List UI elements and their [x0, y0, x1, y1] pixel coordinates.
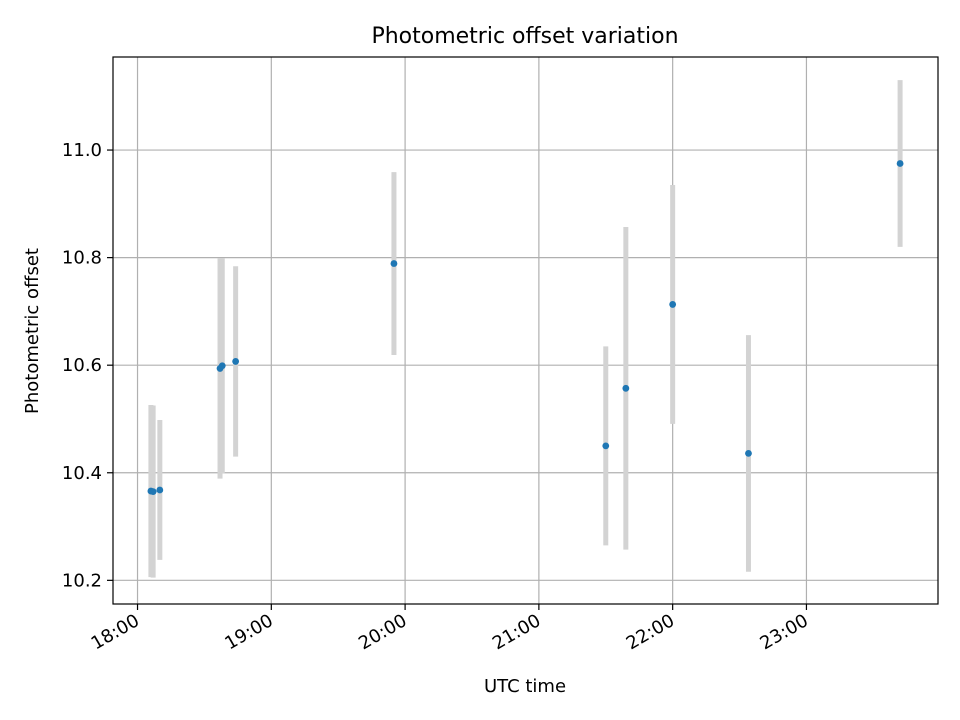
y-tick-label: 10.2: [62, 570, 102, 591]
data-point: [622, 384, 630, 392]
data-point: [669, 301, 677, 308]
x-tick-label: 18:00: [88, 610, 143, 654]
y-tick-label: 10.8: [62, 248, 102, 269]
x-axis-label: UTC time: [484, 676, 566, 697]
data-point: [218, 362, 226, 370]
data-point: [745, 450, 752, 457]
tick-layer: 18:00 19:00 20:00 21:00 22:00 23:00 10.2 10.4 10…: [62, 140, 812, 654]
data-point: [149, 488, 157, 495]
x-tick-label: 21:00: [489, 610, 544, 654]
y-tick-label: 10.6: [62, 355, 102, 376]
data-point: [602, 442, 610, 450]
y-tick-label: 10.4: [62, 463, 102, 484]
x-tick-label: 19:00: [221, 610, 276, 654]
chart-title: Photometric offset variation: [371, 24, 678, 49]
y-axis-label: Photometric offset: [22, 248, 43, 414]
data-point: [896, 160, 904, 167]
point-layer: [147, 160, 904, 495]
x-tick-label: 23:00: [757, 610, 812, 654]
data-point: [156, 486, 164, 494]
y-tick-label: 11.0: [62, 140, 102, 161]
plot-frame: [112, 56, 939, 605]
x-tick-label: 22:00: [623, 610, 678, 654]
x-tick-label: 20:00: [355, 610, 410, 654]
errorbar-layer: [148, 80, 903, 578]
data-point: [232, 358, 240, 365]
data-point: [390, 260, 398, 267]
